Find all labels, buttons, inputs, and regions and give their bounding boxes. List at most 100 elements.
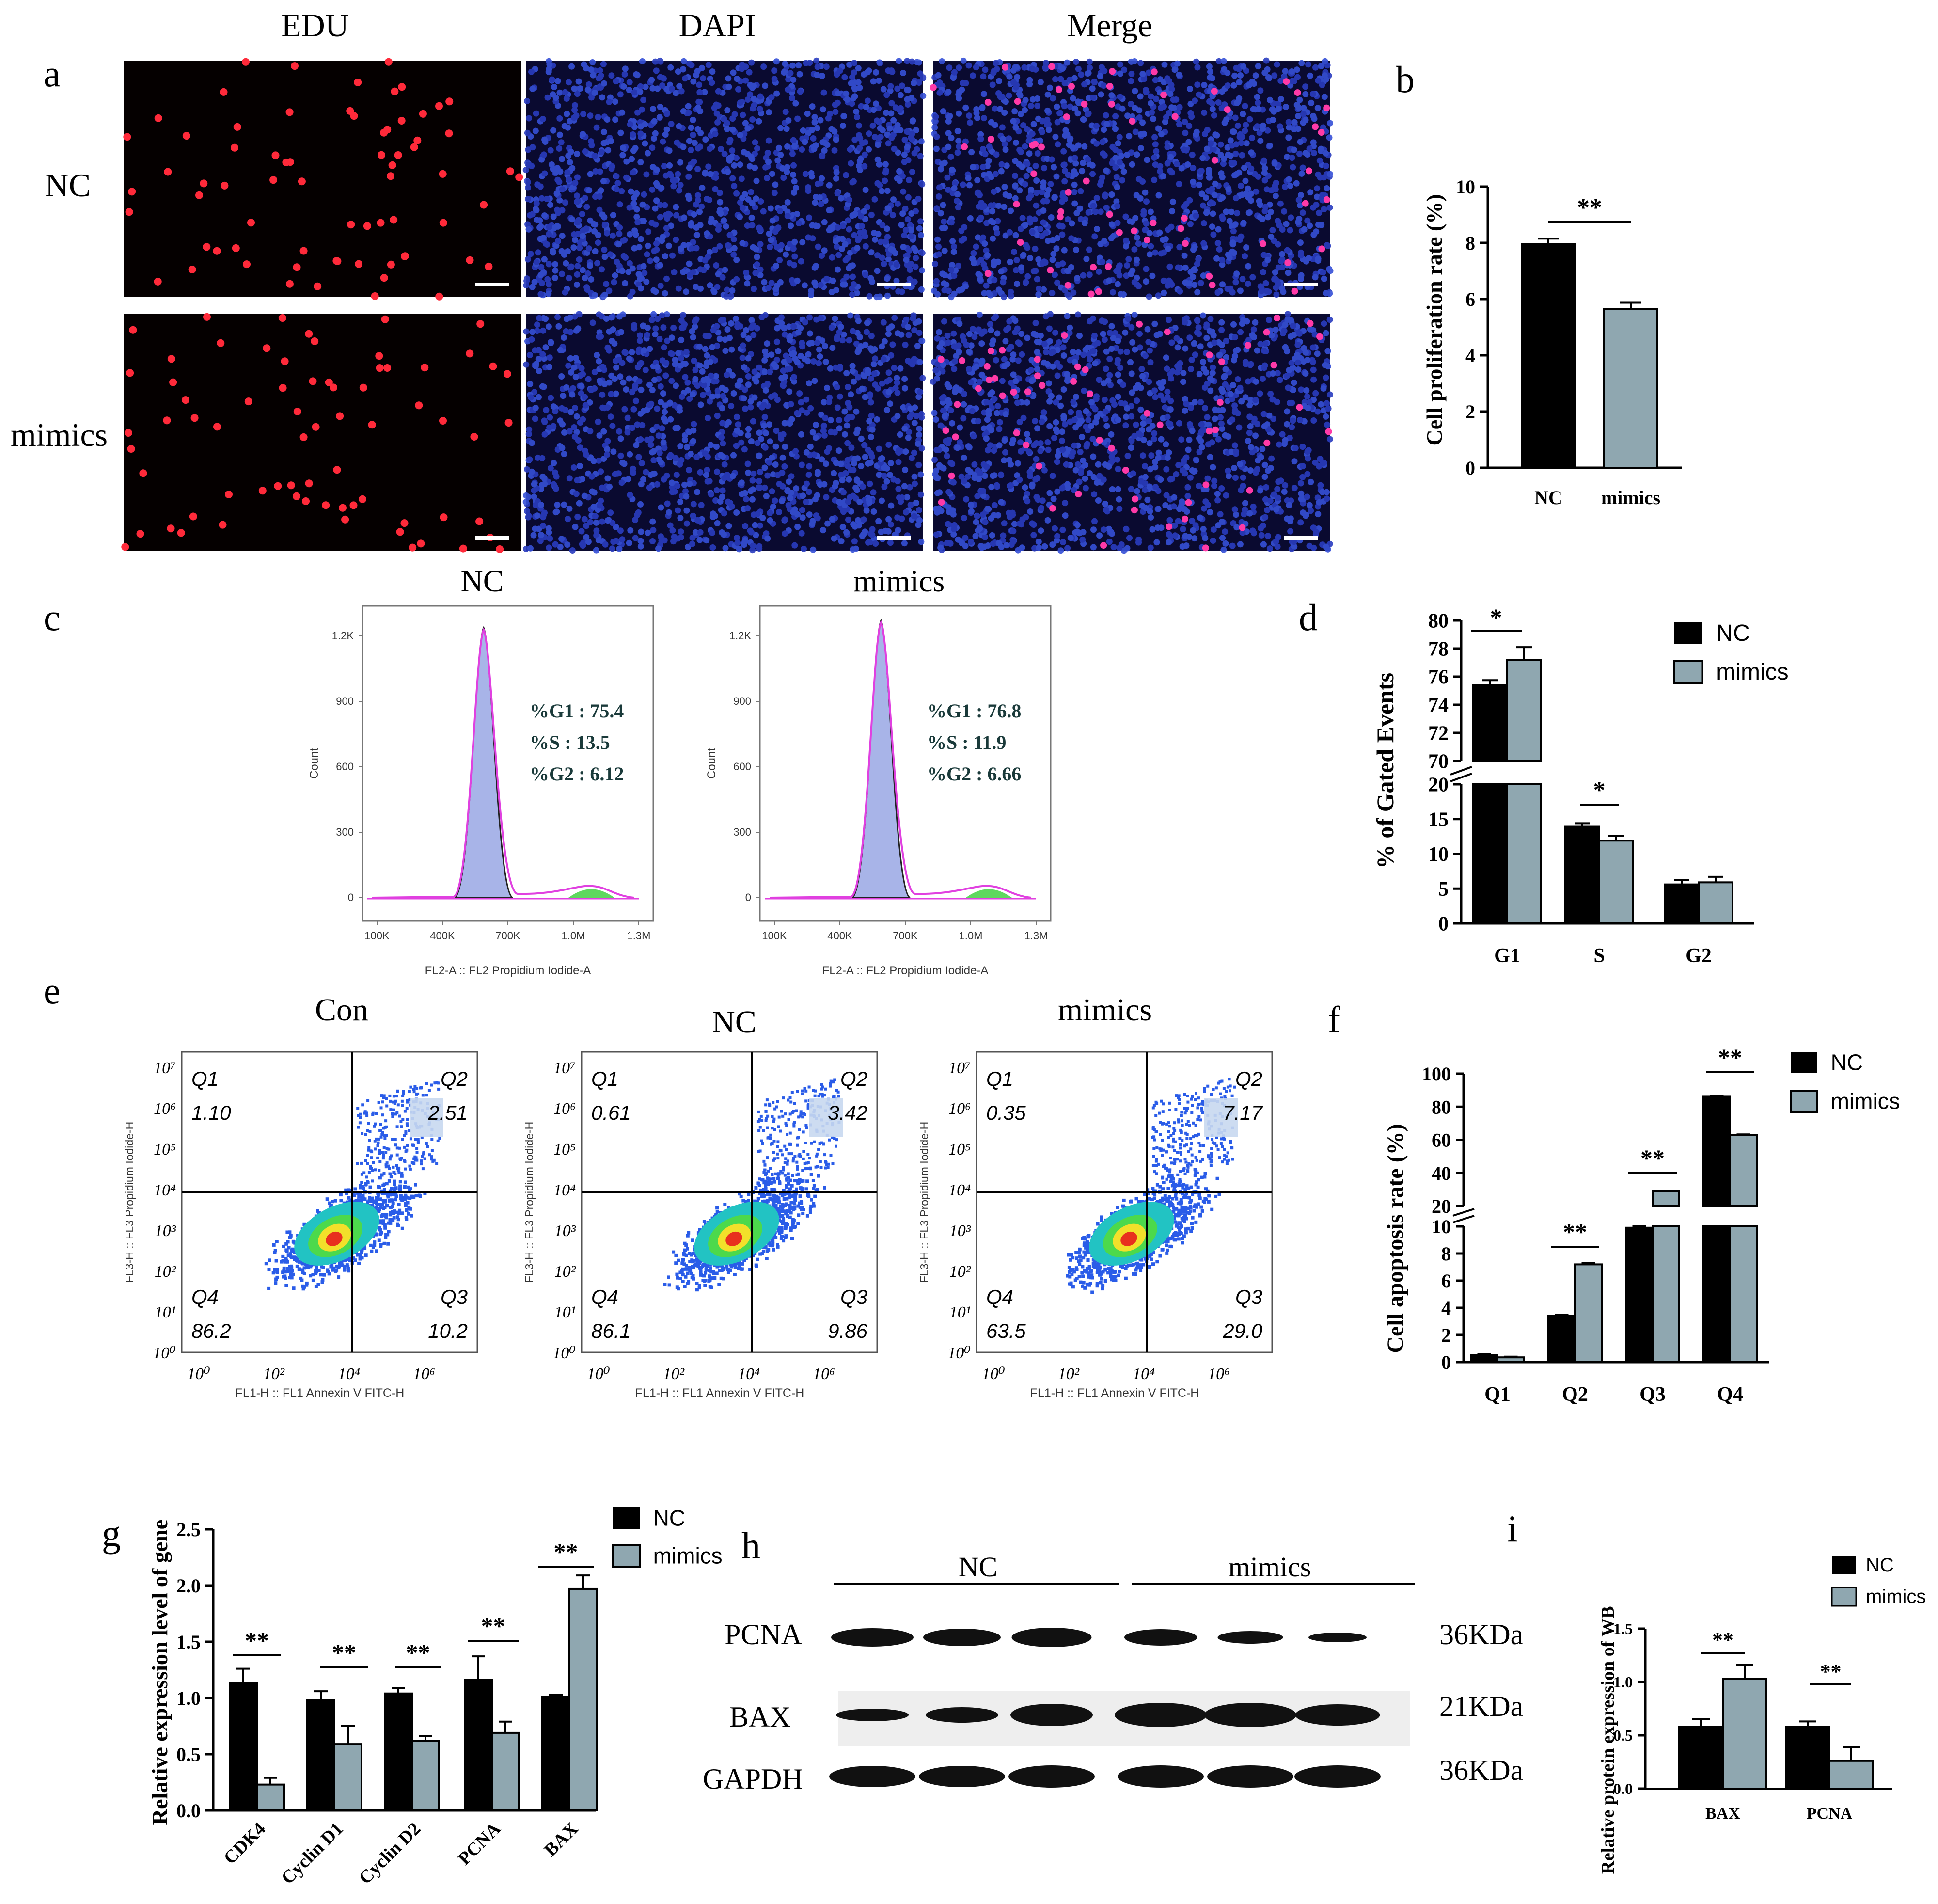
chart-g-bar-bax-mimics (568, 1587, 598, 1811)
q2-highlight (809, 1098, 843, 1137)
flow-xtick-label: 10⁶ (413, 1365, 435, 1383)
flow-xtick-label: 10⁰ (187, 1365, 210, 1383)
chart-f-upper-ytick-label: 100 (1422, 1063, 1451, 1085)
chart-g-xtick-label: BAX (540, 1819, 582, 1860)
wb-band-bax-lane-5 (1204, 1703, 1296, 1727)
histogram-xtick-label: 700K (495, 930, 520, 942)
chart-g-bar-cyclin-d2-nc (384, 1692, 413, 1811)
chart-f-upper-ytick-label: 20 (1432, 1195, 1451, 1217)
chart-d-xtick-label: G1 (1494, 945, 1520, 967)
wb-band-pcna-lane-2 (923, 1629, 1001, 1646)
chart-i: Relative protein expression of WB 0.0 0.5… (1598, 1555, 1926, 1874)
g1-peak-fill (852, 620, 910, 898)
chart-b-ytick-label: 0 (1465, 457, 1475, 479)
wb-band-pcna-lane-3 (1011, 1628, 1092, 1647)
col-label-dapi: DAPI (679, 7, 756, 44)
chart-g-xtick-label: Cyclin D1 (277, 1819, 347, 1888)
histogram-xtick-label: 400K (827, 930, 852, 942)
chart-d-legend-nc-label: NC (1716, 620, 1749, 646)
chart-f-bar-q2-nc (1547, 1315, 1576, 1364)
histogram-nc: NC 1.2K 900 600 300 0 100K 400K 700K 1.0M 1.3M Coun… (308, 564, 654, 977)
wb-band-bax-lane-3 (1010, 1704, 1093, 1726)
chart-i-sig-label: ** (1712, 1628, 1733, 1652)
wb-band-gapdh-lane-3 (1008, 1765, 1095, 1788)
flow-ytick-label: 10⁷ (553, 1059, 576, 1077)
chart-g-sig-label: ** (481, 1612, 505, 1639)
scale-bar (475, 283, 509, 286)
chart-d-bar-s-mimics (1598, 840, 1634, 924)
flow-ytick-label: 10⁶ (948, 1100, 971, 1118)
chart-f-bar-q1-mimics (1497, 1356, 1525, 1363)
quadrant-label-q1: Q1 (191, 1067, 219, 1090)
quadrant-value-q2: 3.42 (828, 1101, 867, 1124)
histogram-ytick-label: 600 (336, 761, 354, 773)
q2-highlight (410, 1098, 443, 1137)
quadrant-value-q4: 86.1 (591, 1319, 631, 1342)
density-red (326, 1231, 343, 1246)
quadrant-label-q4: Q4 (591, 1285, 618, 1308)
chart-g-ytick-label: 2.5 (176, 1519, 201, 1540)
histogram-mimics: mimics 1.2K 900 600 300 0 100K 400K 700K 1.0M 1.3M… (705, 564, 1052, 977)
chart-f-bar-q4-mimics (1729, 1134, 1758, 1207)
chart-f-bar-q3-nc (1625, 1226, 1654, 1364)
flow-ytick-label: 10¹ (554, 1303, 576, 1321)
edu-positive-cells (121, 313, 513, 553)
flow-ytick-label: 10² (155, 1263, 176, 1281)
chart-i-legend-mimics-label: mimics (1866, 1586, 1926, 1607)
chart-d-legend-mimics-label: mimics (1716, 659, 1788, 685)
chart-d-sig-label: * (1490, 603, 1502, 631)
flow-xtick-label: 10⁴ (1133, 1365, 1155, 1383)
edu-positive-cells (930, 63, 1330, 298)
flow-ytick-label: 10³ (554, 1222, 576, 1240)
chart-f-sig-label: ** (1718, 1044, 1742, 1071)
chart-b-ylabel: Cell proliferation rate (%) (1422, 194, 1447, 445)
chart-g: Relative expression level of gene 0.0 0.5… (147, 1505, 723, 1888)
histogram-ytick-label: 1.2K (729, 630, 752, 642)
chart-f-upper-ytick-label: 40 (1432, 1162, 1451, 1184)
tile-bg (124, 314, 521, 551)
chart-d-bar-g1-mimics (1506, 659, 1542, 762)
quadrant-label-q4: Q4 (191, 1285, 219, 1308)
histogram-xtick-label: 1.3M (627, 930, 651, 942)
quadrant-value-q3: 10.2 (428, 1319, 468, 1342)
chart-b-ytick-label: 8 (1465, 232, 1475, 254)
chart-g-xtick-label: Cyclin D2 (355, 1819, 425, 1888)
quadrant-value-q2: 7.17 (1223, 1101, 1263, 1124)
panel-letter-h: h (741, 1524, 760, 1567)
chart-i-legend-nc-label: NC (1866, 1555, 1894, 1576)
chart-f-bar-q3-mimics (1652, 1190, 1680, 1207)
chart-f-lower-ytick-label: 4 (1441, 1297, 1451, 1319)
chart-b-ytick-label: 6 (1465, 288, 1475, 310)
panel-letter-a: a (44, 52, 61, 95)
chart-g-sig-label: ** (245, 1627, 269, 1654)
flow-plot-mimics: mimics Q1 0.35 Q2 7.17 Q4 63.5 Q3 29.0 10⁷ 10⁶ 10⁵ 1… (918, 992, 1273, 1400)
histogram-ytick-label: 900 (336, 695, 354, 707)
chart-g-bar-bax-nc (541, 1696, 570, 1811)
chart-f-bar-q2-mimics (1574, 1263, 1603, 1363)
chart-d-sig-label: * (1593, 776, 1606, 803)
chart-i-ytick-label: 0.5 (1613, 1727, 1633, 1744)
chart-g-sig-label: ** (406, 1639, 430, 1666)
wb-label-pcna: PCNA (725, 1618, 802, 1650)
panel-letter-e: e (44, 969, 61, 1012)
chart-f-legend-mimics-swatch (1790, 1090, 1818, 1113)
chart-g-bar-cyclin-d2-mimics (411, 1740, 440, 1811)
flow-frame (581, 1051, 878, 1353)
flow-ytick-label: 10⁵ (154, 1141, 176, 1158)
wb-size-pcna: 36KDa (1439, 1618, 1523, 1650)
chart-g-legend-nc-label: NC (653, 1505, 685, 1530)
stat-s: %S : 13.5 (530, 731, 610, 753)
chart-f-lower-ytick-label: 2 (1441, 1324, 1451, 1346)
flow-xtick-label: 10⁰ (982, 1365, 1005, 1383)
chart-d-lower-ytick-label: 5 (1438, 878, 1449, 901)
density-red (1120, 1231, 1137, 1246)
micro-tile-dapi-mimics (522, 311, 926, 554)
chart-b-sig-label: ** (1577, 194, 1602, 222)
flow-xtick-label: 10⁶ (813, 1365, 835, 1383)
chart-f-lower-ytick-label: 6 (1441, 1270, 1451, 1292)
flow-title: mimics (1058, 992, 1152, 1028)
histogram-ytick-label: 300 (336, 826, 354, 838)
flow-ytick-label: 10⁴ (154, 1181, 176, 1199)
chart-d-bar-g2-nc (1664, 883, 1700, 925)
chart-f-xtick-label: Q2 (1562, 1383, 1588, 1406)
